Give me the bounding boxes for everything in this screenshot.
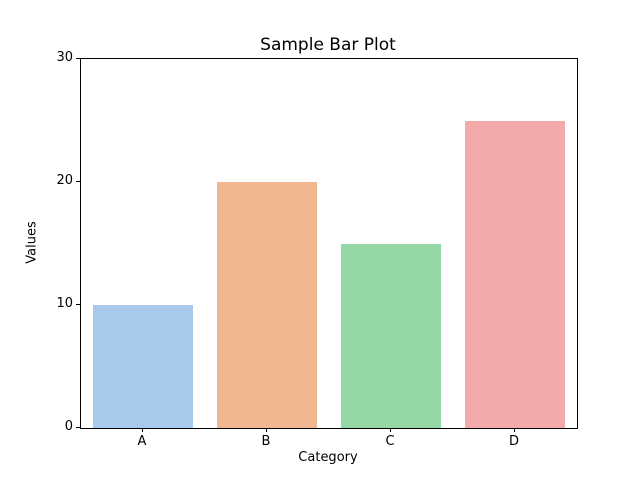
x-tick-mark: [266, 428, 267, 432]
y-tick-label: 0: [64, 419, 73, 434]
y-tick-label: 10: [56, 296, 73, 311]
y-tick-label: 30: [56, 50, 73, 65]
y-axis-label: Values: [24, 221, 40, 264]
x-tick-label: C: [385, 434, 395, 449]
x-tick-mark: [390, 428, 391, 432]
bar-A: [93, 305, 193, 428]
x-tick-label: A: [137, 434, 147, 449]
y-tick-mark: [76, 181, 80, 182]
x-tick-label: D: [508, 434, 519, 449]
x-axis-label: Category: [298, 450, 358, 465]
x-tick-mark: [514, 428, 515, 432]
chart-title: Sample Bar Plot: [260, 35, 396, 55]
plot-area: [80, 58, 578, 429]
x-tick-mark: [142, 428, 143, 432]
y-tick-mark: [76, 58, 80, 59]
y-tick-label: 20: [56, 173, 73, 188]
bar-C: [341, 243, 441, 428]
y-tick-mark: [76, 427, 80, 428]
x-tick-label: B: [261, 434, 271, 449]
y-tick-mark: [76, 304, 80, 305]
bar-D: [465, 120, 565, 428]
bar-B: [217, 182, 317, 428]
